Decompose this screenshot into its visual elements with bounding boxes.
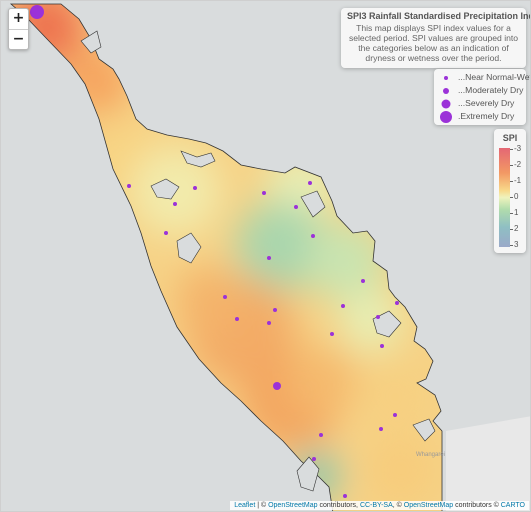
station-marker[interactable] xyxy=(267,321,271,325)
station-marker[interactable] xyxy=(273,382,281,390)
info-title: SPI3 Rainfall Standardised Precipitation… xyxy=(347,11,531,21)
attribution-text: , © xyxy=(392,502,404,509)
legend-tick-label: 0 xyxy=(514,192,519,201)
map-attribution: Leaflet | © OpenStreetMap contributors, … xyxy=(230,501,529,510)
station-marker[interactable] xyxy=(379,427,383,431)
info-panel: SPI3 Rainfall Standardised Precipitation… xyxy=(341,8,531,68)
bay-of-islands xyxy=(300,190,326,218)
rangaunu-harbour xyxy=(150,178,180,200)
doubtless-bay xyxy=(180,150,216,168)
size-legend-row: ...Moderately Dry xyxy=(438,84,524,97)
legend-tick-label: -2 xyxy=(514,160,522,169)
station-marker[interactable] xyxy=(223,295,227,299)
whangarei-harbour xyxy=(412,418,436,442)
station-marker[interactable] xyxy=(395,301,399,305)
kaipara-harbour xyxy=(296,456,320,492)
size-legend-label: ...Near Normal-Wet xyxy=(458,72,531,82)
station-marker[interactable] xyxy=(164,231,168,235)
size-legend-label: ...Moderately Dry xyxy=(458,85,524,95)
station-marker[interactable] xyxy=(262,191,266,195)
attribution-text: contributors © xyxy=(453,502,501,509)
legend-tick xyxy=(510,149,513,150)
station-marker[interactable] xyxy=(341,304,345,308)
station-marker[interactable] xyxy=(127,184,131,188)
legend-tick-label: 3 xyxy=(514,240,519,249)
parengarenga-harbour xyxy=(80,30,102,54)
coastline xyxy=(9,3,443,511)
color-ramp xyxy=(499,148,510,247)
attribution-text: contributors, xyxy=(317,502,360,509)
osm-link-2[interactable]: OpenStreetMap xyxy=(403,502,454,509)
size-legend-row: .Extremely Dry xyxy=(438,110,522,123)
legend-tick-label: -3 xyxy=(514,144,522,153)
legend-tick-label: 2 xyxy=(514,224,519,233)
station-marker[interactable] xyxy=(393,413,397,417)
station-marker[interactable] xyxy=(311,234,315,238)
station-marker[interactable] xyxy=(312,457,316,461)
station-marker[interactable] xyxy=(267,256,271,260)
legend-tick xyxy=(510,213,513,214)
size-legend-label: .Extremely Dry xyxy=(458,111,515,121)
legend-tick xyxy=(510,229,513,230)
hokianga-harbour xyxy=(176,232,202,264)
zoom-control: + − xyxy=(8,8,29,50)
zoom-out-button[interactable]: − xyxy=(9,29,28,49)
legend-tick-label: 1 xyxy=(514,208,519,217)
size-dot-icon xyxy=(444,75,448,80)
size-legend-row: ...Near Normal-Wet xyxy=(438,71,530,84)
station-marker[interactable] xyxy=(376,315,380,319)
size-dot-icon xyxy=(443,87,449,94)
station-marker[interactable] xyxy=(193,186,197,190)
station-markers xyxy=(30,5,399,498)
cc-by-sa-link[interactable]: CC-BY-SA xyxy=(359,502,393,509)
station-marker[interactable] xyxy=(294,205,298,209)
legend-tick xyxy=(510,165,513,166)
station-marker[interactable] xyxy=(30,5,44,19)
station-marker[interactable] xyxy=(319,433,323,437)
attribution-text: | © xyxy=(255,502,269,509)
size-dot-icon xyxy=(440,110,452,123)
station-marker[interactable] xyxy=(343,494,347,498)
color-legend-title: SPI xyxy=(502,133,518,143)
station-marker[interactable] xyxy=(173,202,177,206)
station-marker[interactable] xyxy=(330,332,334,336)
legend-tick xyxy=(510,181,513,182)
station-marker[interactable] xyxy=(235,317,239,321)
land-area-south xyxy=(446,416,530,511)
legend-tick xyxy=(510,197,513,198)
spi-color-legend: SPI -3 -2 -1 0 1 2 3 xyxy=(494,129,526,253)
station-marker[interactable] xyxy=(361,279,365,283)
size-dot-icon xyxy=(441,99,451,108)
size-legend-row: ...Severely Dry xyxy=(438,97,522,110)
station-marker[interactable] xyxy=(308,181,312,185)
leaflet-link[interactable]: Leaflet xyxy=(234,502,256,509)
place-label: Whangarei xyxy=(416,452,445,458)
osm-link[interactable]: OpenStreetMap xyxy=(268,502,318,509)
info-description: This map displays SPI index values for a… xyxy=(348,23,519,63)
whangaruru-harbour xyxy=(372,310,402,338)
station-marker[interactable] xyxy=(380,344,384,348)
legend-tick-label: -1 xyxy=(514,176,522,185)
legend-tick xyxy=(510,245,513,246)
size-legend: ...Near Normal-Wet ...Moderately Dry ...… xyxy=(434,69,530,125)
zoom-in-button[interactable]: + xyxy=(12,10,25,26)
size-legend-label: ...Severely Dry xyxy=(458,98,515,108)
station-marker[interactable] xyxy=(273,308,277,312)
carto-link[interactable]: CARTO xyxy=(500,502,525,509)
